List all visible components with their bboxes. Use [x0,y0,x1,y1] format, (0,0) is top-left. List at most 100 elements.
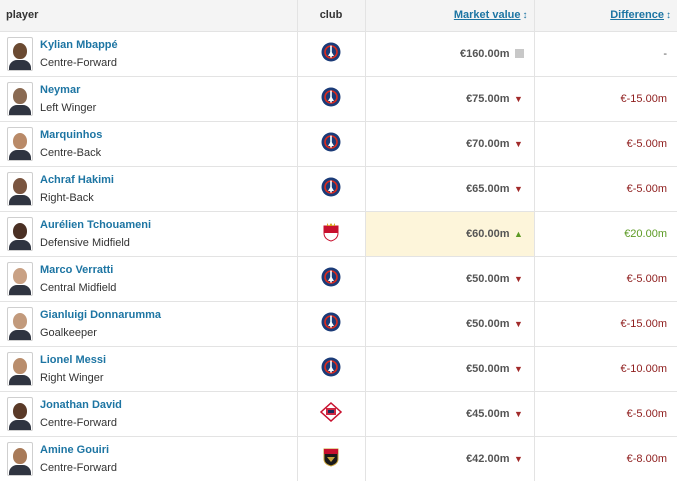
market-value-cell: €50.00m ▼ [365,346,535,392]
player-name-link[interactable]: Marco Verratti [40,263,114,276]
player-name-link[interactable]: Marquinhos [40,128,103,141]
monaco-crest-icon[interactable] [323,222,339,245]
player-position: Centre-Forward [40,461,118,474]
market-value-cell: €75.00m ▼ [365,76,535,122]
difference-cell: €-5.00m [534,121,677,167]
club-cell [297,346,366,392]
table-row: Gianluigi Donnarumma Goalkeeper €50.00m ▼… [0,301,677,347]
player-name-link[interactable]: Amine Gouiri [40,443,110,456]
unchanged-icon [514,48,524,58]
player-cell: Kylian Mbappé Centre-Forward [0,31,298,77]
player-position: Right-Back [40,191,94,204]
player-photo[interactable] [7,81,33,116]
table-row: Jonathan David Centre-Forward €45.00m ▼ €… [0,391,677,437]
club-cell [297,121,366,167]
market-value-cell: €65.00m ▼ [365,166,535,212]
club-cell [297,301,366,347]
club-cell [297,436,366,481]
market-value-text: €50.00m [466,317,510,330]
club-header-label: club [319,9,343,22]
difference-text: €-15.00m [620,317,667,330]
player-position: Left Winger [40,101,97,114]
psg-crest-icon[interactable] [321,267,341,290]
difference-text: €20.00m [624,227,667,240]
column-header-market-value[interactable]: Market value ↕ [365,0,535,32]
difference-text: €-5.00m [626,137,667,150]
difference-text: €-15.00m [620,92,667,105]
player-photo[interactable] [7,306,33,341]
market-value-cell: €42.00m ▼ [365,436,535,481]
psg-crest-icon[interactable] [321,177,341,200]
sort-difference-link[interactable]: Difference [610,9,664,22]
market-value-cell: €160.00m [365,31,535,77]
player-position: Central Midfield [40,281,117,294]
player-cell: Amine Gouiri Centre-Forward [0,436,298,481]
player-photo[interactable] [7,171,33,206]
column-header-club: club [297,0,366,32]
player-position: Centre-Forward [40,416,118,429]
difference-cell: - [534,31,677,77]
difference-cell: €-15.00m [534,301,677,347]
market-value-text: €60.00m [466,227,510,240]
player-photo[interactable] [7,216,33,251]
player-photo[interactable] [7,396,33,431]
player-name-link[interactable]: Achraf Hakimi [40,173,114,186]
player-photo[interactable] [7,126,33,161]
difference-cell: €-5.00m [534,391,677,437]
table-row: Kylian Mbappé Centre-Forward €160.00m - [0,31,677,77]
difference-cell: €20.00m [534,211,677,257]
market-value-text: €45.00m [466,407,510,420]
arrow-down-icon: ▼ [514,138,523,149]
player-photo[interactable] [7,36,33,71]
difference-cell: €-5.00m [534,166,677,212]
player-header-label: player [6,9,39,22]
club-cell [297,166,366,212]
difference-text: - [663,47,667,60]
arrow-down-icon: ▼ [514,273,523,284]
player-name-link[interactable]: Aurélien Tchouameni [40,218,152,231]
arrow-down-icon: ▼ [514,453,523,464]
difference-text: €-5.00m [626,407,667,420]
psg-crest-icon[interactable] [321,87,341,110]
market-value-text: €160.00m [459,47,510,60]
table-row: Neymar Left Winger €75.00m ▼ €-15.00m [0,76,677,122]
sort-icon[interactable]: ↕ [666,10,671,22]
difference-cell: €-8.00m [534,436,677,481]
arrow-up-icon: ▲ [514,228,523,239]
market-value-cell: €70.00m ▼ [365,121,535,167]
psg-crest-icon[interactable] [321,42,341,65]
player-position: Defensive Midfield [40,236,130,249]
market-value-text: €42.00m [466,452,510,465]
player-name-link[interactable]: Jonathan David [40,398,122,411]
lille-crest-icon[interactable] [319,401,343,425]
column-header-difference[interactable]: Difference ↕ [534,0,677,32]
market-value-text: €65.00m [466,182,510,195]
psg-crest-icon[interactable] [321,312,341,335]
market-value-text: €50.00m [466,272,510,285]
player-name-link[interactable]: Kylian Mbappé [40,38,118,51]
player-name-link[interactable]: Gianluigi Donnarumma [40,308,162,321]
psg-crest-icon[interactable] [321,132,341,155]
table-header-row: player club Market value ↕ Difference ↕ [0,0,677,32]
player-position: Centre-Back [40,146,102,159]
player-photo[interactable] [7,441,33,476]
player-photo[interactable] [7,351,33,386]
player-name-link[interactable]: Neymar [40,83,81,96]
club-cell [297,31,366,77]
difference-cell: €-5.00m [534,256,677,302]
arrow-down-icon: ▼ [514,408,523,419]
player-cell: Aurélien Tchouameni Defensive Midfield [0,211,298,257]
table-row: Amine Gouiri Centre-Forward €42.00m ▼ €-8… [0,436,677,481]
sort-icon[interactable]: ↕ [522,10,528,22]
player-name-link[interactable]: Lionel Messi [40,353,107,366]
table-row: Lionel Messi Right Winger €50.00m ▼ €-10.… [0,346,677,392]
psg-crest-icon[interactable] [321,357,341,380]
player-photo[interactable] [7,261,33,296]
arrow-down-icon: ▼ [514,318,523,329]
table-row: Marquinhos Centre-Back €70.00m ▼ €-5.00m [0,121,677,167]
difference-text: €-10.00m [620,362,667,375]
arrow-down-icon: ▼ [514,183,523,194]
sort-market-value-link[interactable]: Market value [453,9,521,22]
nice-crest-icon[interactable] [322,447,340,470]
